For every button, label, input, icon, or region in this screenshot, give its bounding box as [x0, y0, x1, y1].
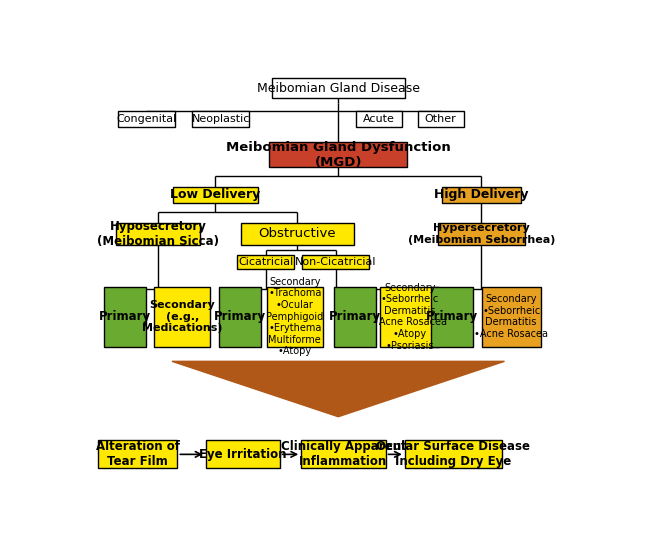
Text: Other: Other: [424, 114, 457, 124]
Text: Secondary
•Seborrheic
Dermatitis
•Acne Rosacea: Secondary •Seborrheic Dermatitis •Acne R…: [474, 294, 548, 339]
FancyBboxPatch shape: [98, 440, 178, 468]
Text: Hypersecretory
(Meibomian Seborrhea): Hypersecretory (Meibomian Seborrhea): [408, 223, 555, 245]
Text: Clinically Apparent
Inflammation: Clinically Apparent Inflammation: [280, 440, 406, 468]
FancyBboxPatch shape: [302, 255, 369, 268]
FancyBboxPatch shape: [405, 440, 502, 468]
Text: Neoplastic: Neoplastic: [191, 114, 249, 124]
FancyBboxPatch shape: [193, 111, 249, 127]
Text: Primary: Primary: [214, 310, 266, 323]
Text: Primary: Primary: [426, 310, 478, 323]
FancyBboxPatch shape: [241, 223, 354, 245]
Text: Meibomian Gland Disease: Meibomian Gland Disease: [257, 82, 420, 95]
Text: High Delivery: High Delivery: [434, 188, 529, 201]
FancyBboxPatch shape: [418, 111, 463, 127]
FancyBboxPatch shape: [104, 287, 146, 347]
FancyBboxPatch shape: [118, 111, 174, 127]
Text: Secondary
(e.g.,
Medications): Secondary (e.g., Medications): [142, 300, 222, 333]
Text: Ocular Surface Disease
Including Dry Eye: Ocular Surface Disease Including Dry Eye: [376, 440, 531, 468]
Text: Alteration of
Tear Film: Alteration of Tear Film: [96, 440, 180, 468]
FancyBboxPatch shape: [301, 440, 385, 468]
Text: Primary: Primary: [329, 310, 381, 323]
FancyBboxPatch shape: [116, 223, 201, 245]
Text: Cicatricial: Cicatricial: [238, 257, 293, 267]
Text: Low Delivery: Low Delivery: [170, 188, 261, 201]
FancyBboxPatch shape: [272, 78, 405, 98]
FancyBboxPatch shape: [431, 287, 473, 347]
Text: Congenital: Congenital: [116, 114, 177, 124]
Text: Secondary
•Seborrheic
Dermatitis
•Acne Rosacea
•Atopy
•Psoriasis: Secondary •Seborrheic Dermatitis •Acne R…: [373, 282, 447, 351]
FancyBboxPatch shape: [238, 255, 294, 268]
Text: Acute: Acute: [363, 114, 395, 124]
FancyBboxPatch shape: [438, 223, 525, 245]
Text: Eye Irritation: Eye Irritation: [199, 448, 286, 461]
Text: Primary: Primary: [99, 310, 151, 323]
Text: Secondary
•Trachoma
•Ocular
Pemphigoid
•Erythema
Multiforme
•Atopy: Secondary •Trachoma •Ocular Pemphigoid •…: [266, 277, 323, 357]
FancyBboxPatch shape: [219, 287, 261, 347]
FancyBboxPatch shape: [174, 187, 257, 202]
FancyBboxPatch shape: [356, 111, 402, 127]
Polygon shape: [172, 361, 504, 417]
Text: Hyposecretory
(Meibomian Sicca): Hyposecretory (Meibomian Sicca): [97, 220, 219, 248]
FancyBboxPatch shape: [380, 287, 440, 347]
FancyBboxPatch shape: [267, 287, 323, 347]
FancyBboxPatch shape: [205, 440, 280, 468]
Text: Obstructive: Obstructive: [259, 228, 336, 241]
FancyBboxPatch shape: [154, 287, 211, 347]
FancyBboxPatch shape: [442, 187, 521, 202]
Text: Meibomian Gland Dysfunction
(MGD): Meibomian Gland Dysfunction (MGD): [226, 141, 451, 169]
FancyBboxPatch shape: [269, 142, 407, 167]
FancyBboxPatch shape: [482, 287, 541, 347]
FancyBboxPatch shape: [334, 287, 376, 347]
Text: Non-Cicatricial: Non-Cicatricial: [295, 257, 376, 267]
